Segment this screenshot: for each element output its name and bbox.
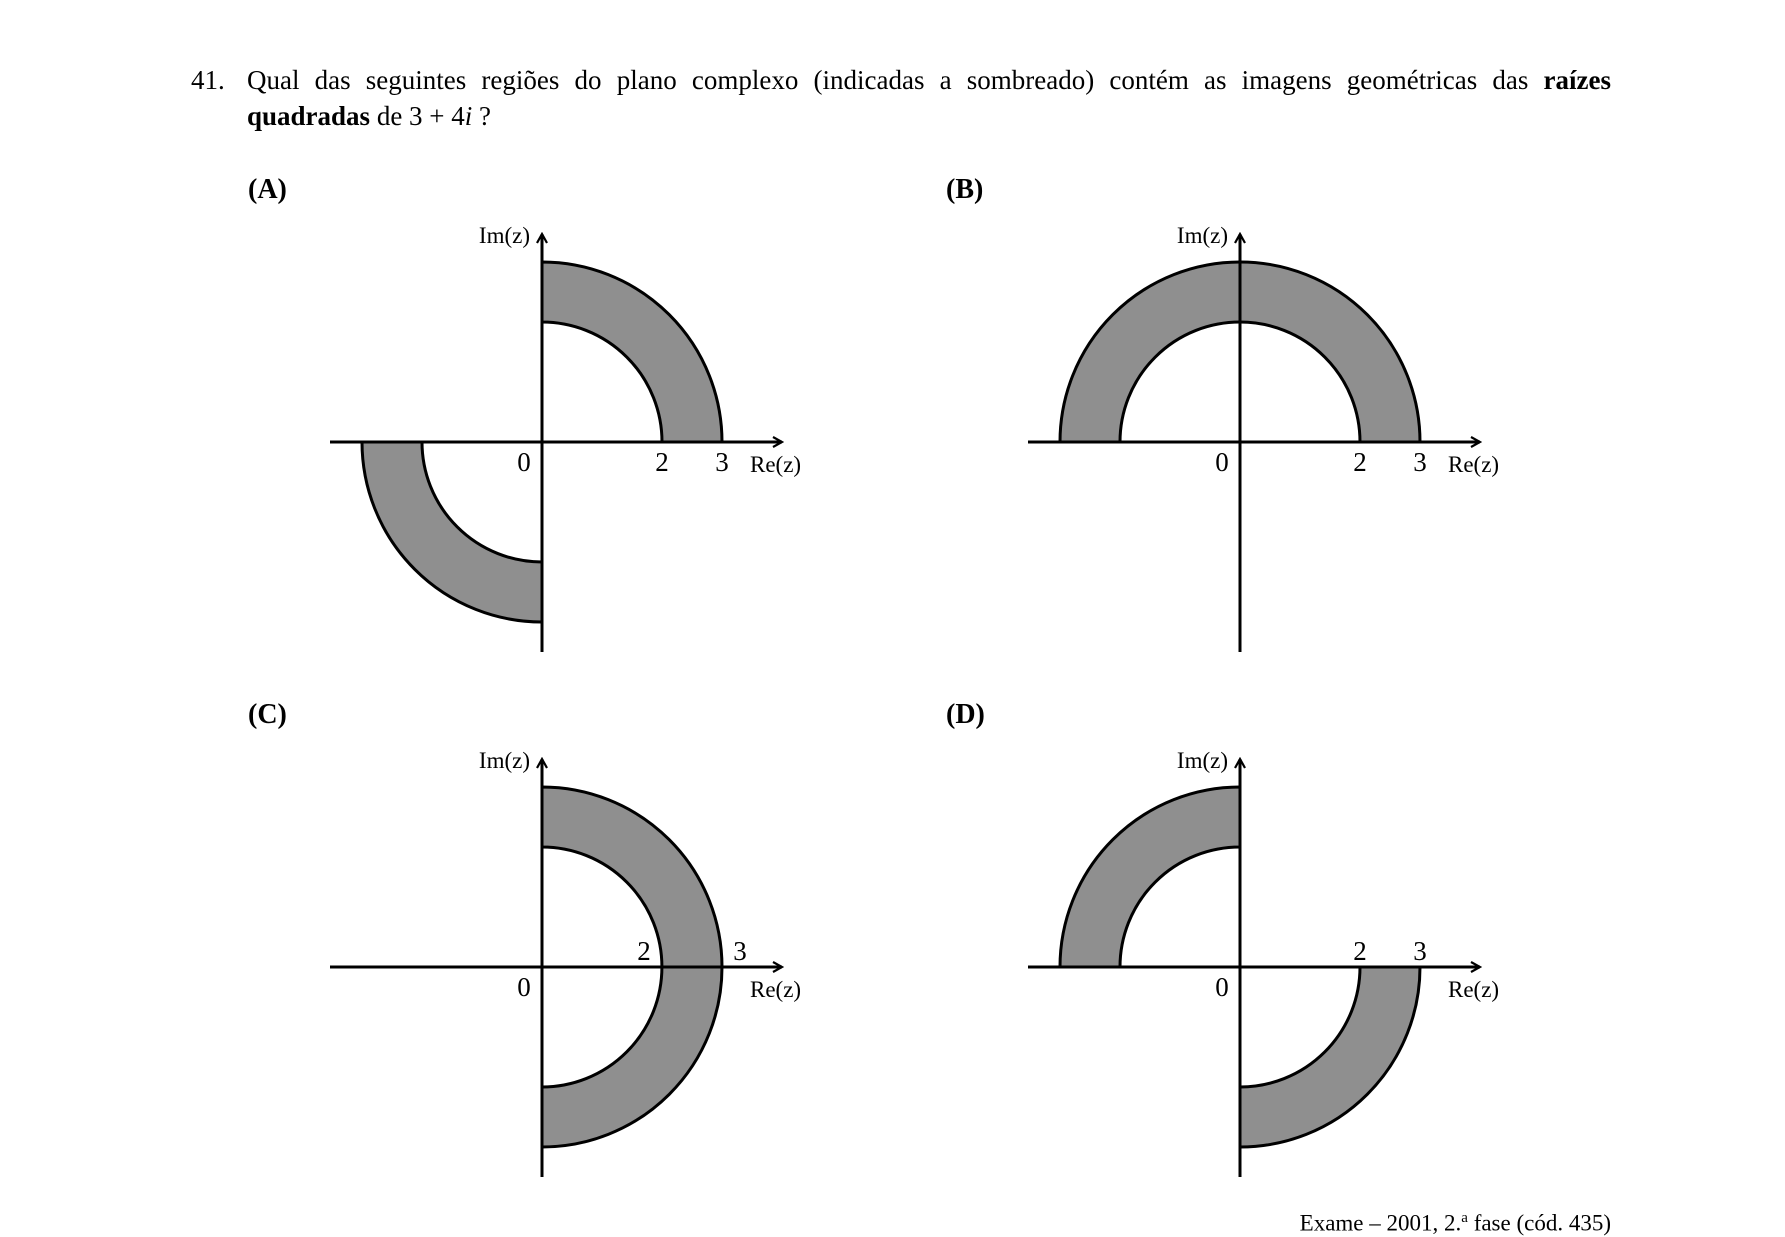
real-axis-label: Re(z) (1448, 977, 1499, 1002)
shaded-region (540, 260, 724, 444)
option-d-label: (D) (946, 699, 985, 730)
question-text-end: ? (472, 101, 492, 131)
shaded-region (1058, 785, 1242, 969)
real-axis-label: Re(z) (1448, 452, 1499, 477)
option-figure-a: Im(z) Re(z) 0 2 3 (330, 223, 801, 652)
shaded-region (360, 440, 544, 624)
option-figure-c: Im(z) Re(z) 0 2 3 (330, 748, 801, 1177)
figures: Im(z)Re(z)0 2 3Im(z)Re(z)0 2 3Im(z)Re(z)02 3I… (330, 223, 1499, 1177)
origin-label: 0 (1215, 447, 1229, 477)
imaginary-axis-label: Im(z) (479, 223, 530, 248)
question-text-mid: de 3 + 4 (370, 101, 465, 131)
imaginary-axis-label: Im(z) (1177, 223, 1228, 248)
tick-label: 2 (1353, 936, 1367, 966)
question-text: Qual das seguintes regiões do plano comp… (247, 62, 1611, 134)
origin-label: 0 (517, 447, 531, 477)
shaded-region (540, 785, 724, 1149)
footer-suffix: fase (cód. 435) (1467, 1210, 1611, 1236)
option-c-label: (C) (248, 699, 287, 730)
origin-label: 0 (1215, 972, 1229, 1002)
footer-superscript: a (1461, 1210, 1468, 1226)
option-a-label: (A) (248, 174, 287, 205)
real-axis-label: Re(z) (750, 977, 801, 1002)
question-text-italic: i (464, 101, 473, 131)
tick-label: 3 (1413, 447, 1427, 477)
question-text-start: Qual das seguintes regiões do plano comp… (247, 65, 1544, 95)
source-footer: Exame – 2001, 2.a fase (cód. 435) (1300, 1210, 1611, 1237)
origin-label: 0 (517, 972, 531, 1002)
real-axis-label: Re(z) (750, 452, 801, 477)
tick-label: 2 (637, 936, 651, 966)
option-figure-b: Im(z) Re(z) 0 2 3 (1028, 223, 1499, 652)
imaginary-axis-label: Im(z) (1177, 748, 1228, 773)
option-b-label: (B) (946, 174, 984, 205)
tick-label: 3 (733, 936, 747, 966)
option-figure-d: Im(z) Re(z) 0 2 3 (1028, 748, 1499, 1177)
imaginary-axis-label: Im(z) (479, 748, 530, 773)
footer-prefix: Exame – 2001, 2. (1299, 1210, 1462, 1236)
tick-label: 2 (655, 447, 669, 477)
shaded-region (1058, 260, 1422, 444)
question-number: 41. (191, 65, 225, 95)
shaded-region (1238, 965, 1422, 1149)
tick-label: 3 (715, 447, 729, 477)
question-text-bold: raízes quadradas (247, 65, 1611, 131)
tick-label: 3 (1413, 936, 1427, 966)
tick-label: 2 (1353, 447, 1367, 477)
